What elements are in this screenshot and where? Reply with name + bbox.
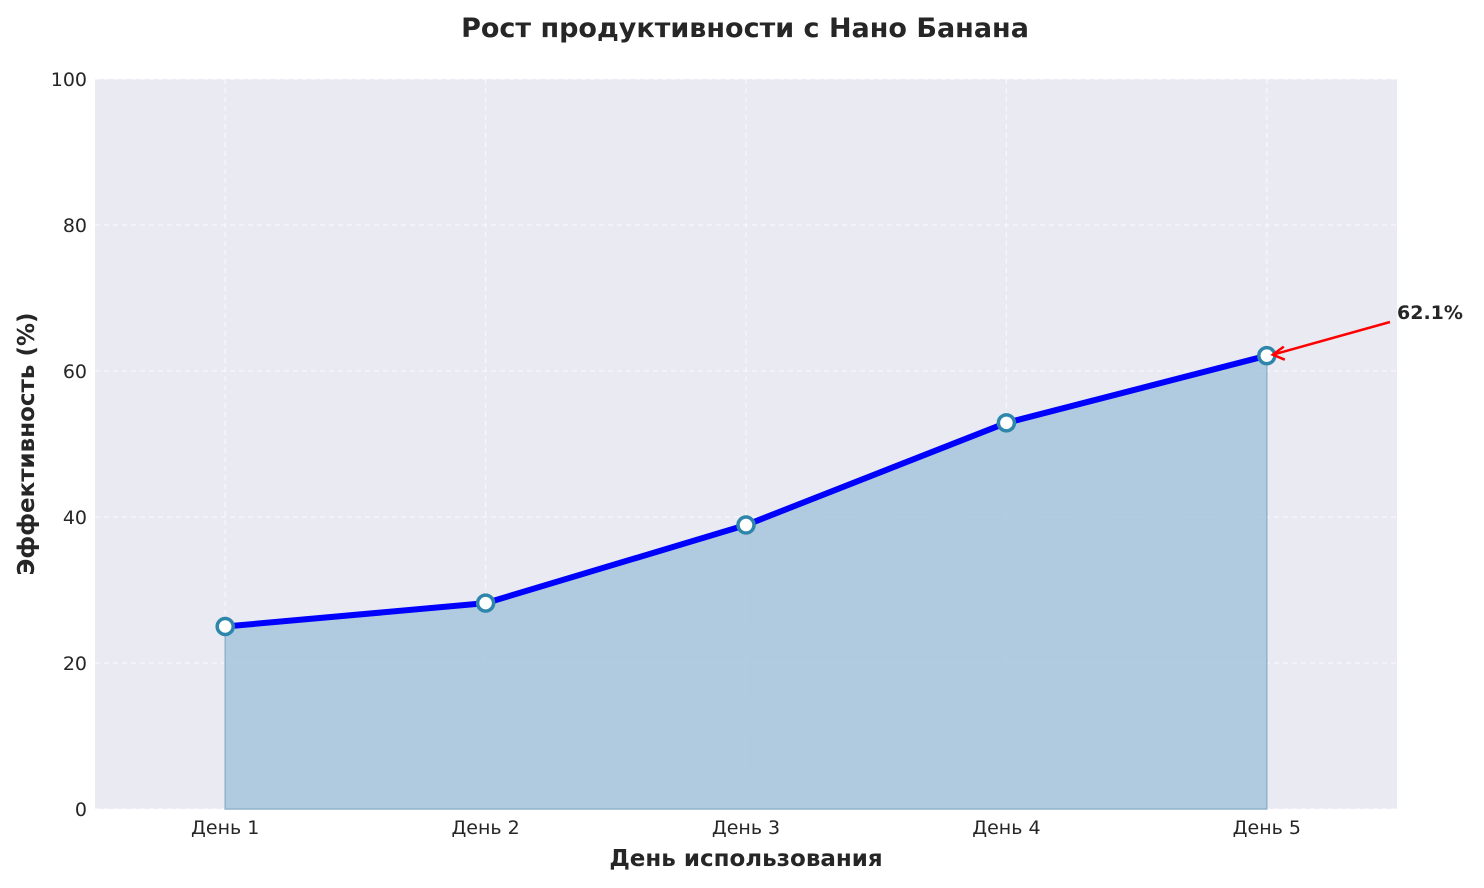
y-tick-label: 40 (63, 507, 87, 529)
series (215, 345, 1277, 810)
x-tick-label: День 3 (712, 817, 780, 839)
chart-title: Рост продуктивности с Нано Банана (461, 13, 1029, 44)
x-tick-label: День 5 (1233, 817, 1301, 839)
x-axis-label: День использования (609, 846, 882, 872)
x-tick-label: День 1 (191, 817, 259, 839)
y-tick-label: 20 (63, 653, 87, 675)
annotation-arrow (1272, 320, 1391, 356)
annotation-arrowhead (1270, 345, 1286, 361)
y-axis-label: Эффективность (%) (14, 312, 40, 575)
y-tick-label: 80 (63, 215, 87, 237)
y-tick-label: 100 (51, 69, 87, 91)
annotation: 62.1% (1270, 302, 1463, 361)
x-tick-label: День 4 (972, 817, 1040, 839)
x-ticks: День 1 День 2 День 3 День 4 День 5 (191, 817, 1301, 839)
data-point (215, 616, 235, 637)
y-ticks: 0 20 40 60 80 100 (51, 69, 87, 821)
y-tick-label: 60 (63, 361, 87, 383)
y-tick-label: 0 (75, 799, 87, 821)
data-point (736, 515, 756, 535)
annotation-label: 62.1% (1397, 302, 1463, 324)
data-point (475, 593, 496, 613)
x-tick-label: День 2 (451, 817, 519, 839)
data-point (996, 413, 1017, 433)
